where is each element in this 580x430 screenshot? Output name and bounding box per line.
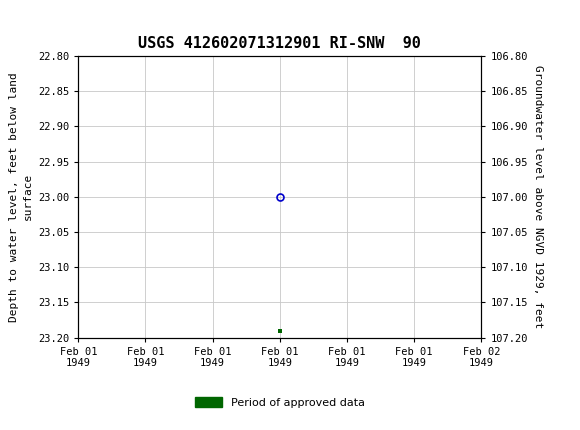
Y-axis label: Depth to water level, feet below land
surface: Depth to water level, feet below land su…: [9, 72, 32, 322]
Y-axis label: Groundwater level above NGVD 1929, feet: Groundwater level above NGVD 1929, feet: [534, 65, 543, 329]
Title: USGS 412602071312901 RI-SNW  90: USGS 412602071312901 RI-SNW 90: [139, 36, 421, 51]
Text: USGS: USGS: [22, 9, 73, 27]
Legend: Period of approved data: Period of approved data: [190, 393, 369, 412]
Text: ≡: ≡: [5, 9, 20, 27]
